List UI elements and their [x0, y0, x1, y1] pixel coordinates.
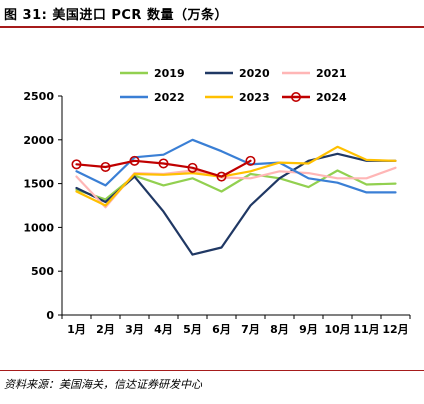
legend-item-2021: 2021	[282, 67, 347, 80]
x-tick-label: 7月	[241, 323, 260, 336]
legend-label: 2021	[316, 67, 347, 80]
y-tick-label: 0	[46, 309, 54, 322]
x-tick-label: 4月	[154, 323, 173, 336]
data-point-2024	[71, 159, 82, 170]
y-tick-label: 2500	[23, 90, 54, 103]
y-tick-label: 500	[31, 265, 54, 278]
y-tick-label: 2000	[23, 134, 54, 147]
legend-item-2024: 2024	[282, 91, 347, 104]
x-tick-label: 2月	[96, 323, 115, 336]
x-tick-label: 8月	[270, 323, 289, 336]
y-tick-label: 1500	[23, 178, 54, 191]
x-tick-label: 11月	[353, 323, 379, 336]
legend-label: 2022	[154, 91, 185, 104]
source-note: 资料来源：美国海关，信达证券研发中心	[4, 378, 202, 391]
x-tick-label: 3月	[125, 323, 144, 336]
legend-item-2023: 2023	[205, 91, 270, 104]
data-point-2024	[187, 162, 198, 173]
chart-title: 图 31: 美国进口 PCR 数量（万条）	[4, 8, 228, 23]
chart-axes: 0 500 1000 1500 2000 2500 1月 2月 3月 4月 5月 6月 7月 8月 9月 10…	[23, 90, 411, 336]
plot-area	[71, 138, 397, 256]
legend-marker	[290, 91, 301, 102]
chart-legend: 2019 2020 2021 2022 2023 2024	[120, 67, 347, 104]
series-line-2024	[75, 159, 252, 178]
legend-item-2022: 2022	[120, 91, 185, 104]
legend-label: 2019	[154, 67, 185, 80]
legend-item-2019: 2019	[120, 67, 185, 80]
data-point-2024	[245, 155, 256, 166]
x-tick-label: 9月	[299, 323, 318, 336]
x-tick-label: 1月	[67, 323, 86, 336]
series-line-2023	[75, 145, 397, 207]
legend-item-2020: 2020	[205, 67, 270, 80]
data-point-2024	[216, 171, 227, 182]
data-point-2024	[158, 158, 169, 169]
x-tick-label: 5月	[183, 323, 202, 336]
legend-label: 2024	[316, 91, 347, 104]
data-point-2024	[100, 161, 111, 172]
x-tick-label: 10月	[324, 323, 350, 336]
legend-label: 2023	[239, 91, 270, 104]
title-divider	[0, 26, 424, 28]
source-divider	[0, 370, 424, 371]
x-tick-label: 12月	[382, 323, 408, 336]
line-chart: 2019 2020 2021 2022 2023 2024 0 500 1000 1500 200…	[23, 67, 411, 336]
legend-label: 2020	[239, 67, 270, 80]
data-point-2024	[129, 155, 140, 166]
y-tick-label: 1000	[23, 221, 54, 234]
x-tick-label: 6月	[212, 323, 231, 336]
